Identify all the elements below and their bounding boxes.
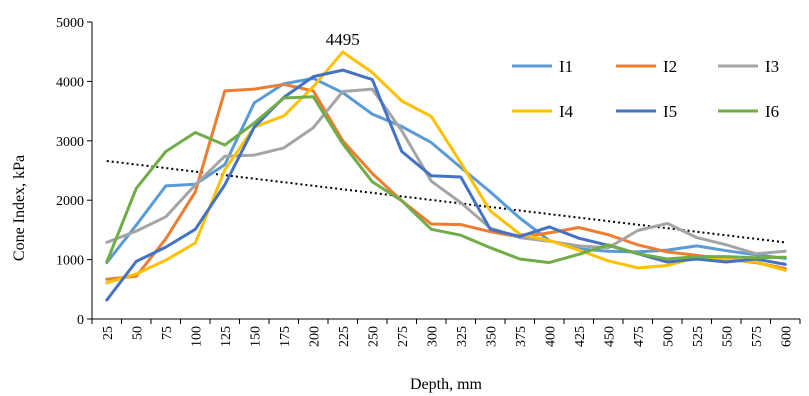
x-tick-label: 475: [632, 326, 647, 347]
legend-label-i6: I6: [765, 102, 779, 121]
x-tick-label: 150: [248, 326, 263, 347]
x-tick-label: 400: [543, 326, 558, 347]
series-line-i3: [105, 87, 787, 256]
series-line-i4: [105, 50, 787, 285]
legend: I1 I2 I3 I4 I5 I6: [512, 57, 779, 121]
x-tick-label: 125: [219, 326, 234, 347]
x-tick-label: 100: [189, 326, 204, 347]
legend-label-i3: I3: [765, 57, 779, 76]
axes: [91, 22, 800, 320]
annotation-group: 4495: [326, 30, 360, 49]
y-tick-label: 5000: [56, 16, 84, 31]
y-tick-label: 3000: [56, 135, 84, 150]
series-group: [105, 50, 787, 302]
x-axis-title: Depth, mm: [410, 376, 483, 393]
x-tick-label: 25: [101, 326, 116, 340]
x-tick-label: 250: [366, 326, 381, 347]
x-tick-label: 375: [514, 326, 529, 347]
x-tick-label: 600: [779, 326, 794, 347]
x-axis-ticks: 25 50 75 100 125 150 175 200 225 250 275 300 325 350 3…: [91, 319, 801, 347]
series-line-i2: [105, 82, 787, 281]
y-tick-label: 2000: [56, 194, 84, 209]
peak-annotation: 4495: [326, 30, 360, 49]
x-tick-label: 175: [278, 326, 293, 347]
x-tick-label: 275: [396, 326, 411, 347]
y-tick-label: 0: [77, 313, 84, 328]
x-tick-label: 425: [573, 326, 588, 347]
x-tick-label: 225: [337, 326, 352, 347]
x-tick-label: 550: [720, 326, 735, 347]
linear-trendline: [106, 160, 786, 244]
y-axis-title: Cone Index, kPa: [11, 155, 28, 261]
x-tick-label: 575: [750, 326, 765, 347]
series-line-i5: [105, 68, 787, 302]
legend-label-i2: I2: [663, 57, 677, 76]
series-line-i6: [105, 95, 787, 265]
legend-label-i5: I5: [663, 102, 677, 121]
x-tick-label: 300: [425, 326, 440, 347]
y-axis-ticks: 0 1000 2000 3000 4000 5000: [56, 16, 92, 328]
series-line-i1: [105, 76, 787, 265]
y-tick-label: 4000: [56, 75, 84, 90]
y-tick-label: 1000: [56, 254, 84, 269]
x-tick-label: 200: [307, 326, 322, 347]
trendline-group: [106, 160, 786, 244]
x-tick-label: 350: [484, 326, 499, 347]
legend-label-i4: I4: [559, 102, 574, 121]
legend-label-i1: I1: [559, 57, 573, 76]
x-tick-label: 525: [691, 326, 706, 347]
x-tick-label: 75: [160, 326, 175, 340]
x-tick-label: 50: [130, 326, 145, 340]
x-tick-label: 450: [602, 326, 617, 347]
x-tick-label: 325: [455, 326, 470, 347]
x-tick-label: 500: [661, 326, 676, 347]
